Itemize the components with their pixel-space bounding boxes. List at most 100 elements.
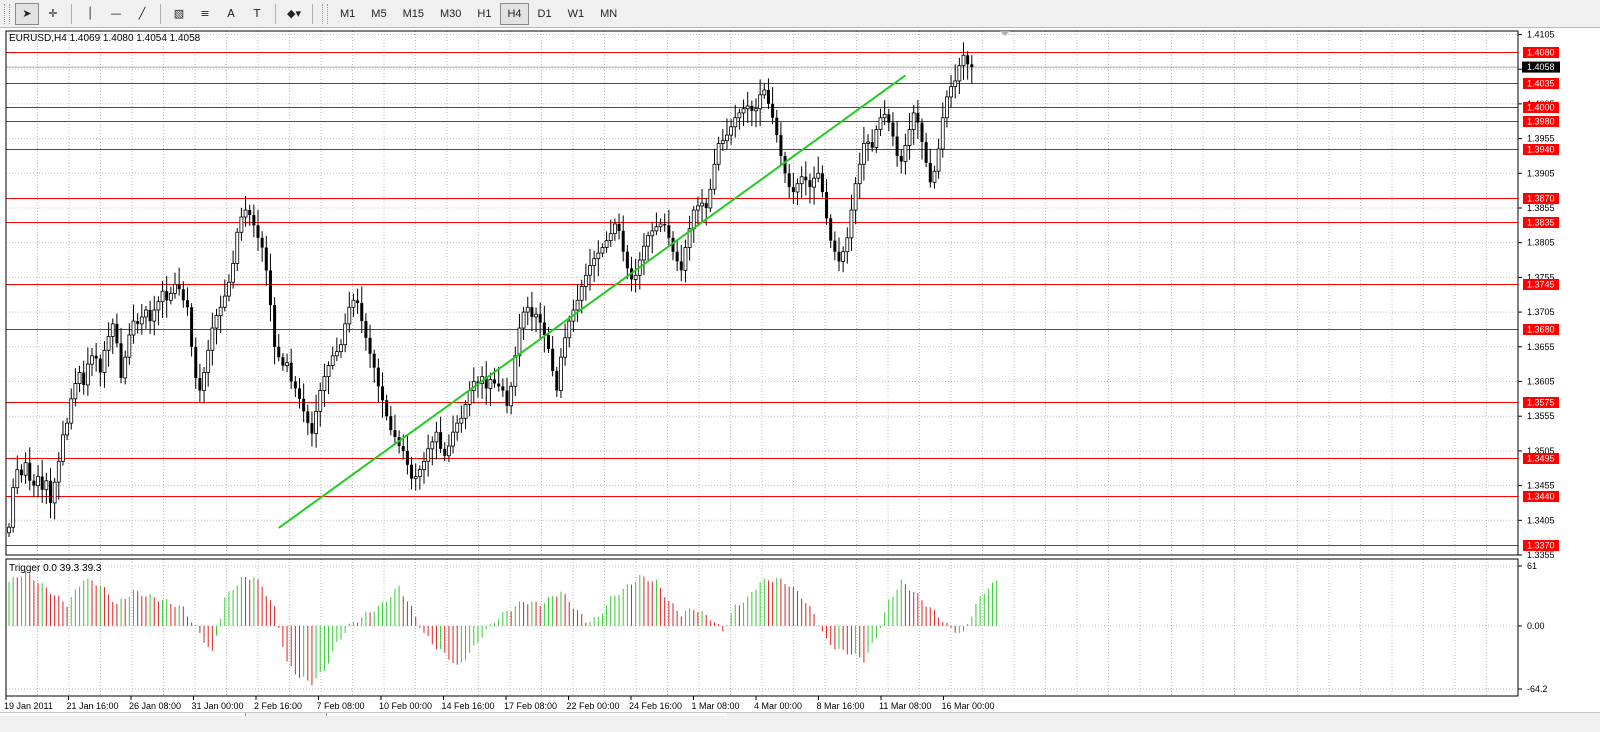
- timeframe-grip[interactable]: [322, 3, 328, 24]
- candle-body-down: [268, 270, 272, 306]
- time-tick-label: 16 Mar 00:00: [942, 701, 995, 711]
- candle-body-down: [966, 55, 970, 65]
- candle-body-up: [849, 209, 854, 239]
- candle-body-down: [791, 187, 795, 193]
- candle-body-up: [69, 398, 74, 424]
- price-tick-label: 1.3755: [1527, 272, 1555, 282]
- candle-body-down: [617, 223, 621, 231]
- candle-body-up: [642, 245, 646, 261]
- candle-body-down: [804, 176, 808, 181]
- timeframe-mn-button[interactable]: MN: [600, 7, 618, 20]
- level-tag-label: 1.3745: [1527, 280, 1555, 290]
- chart-tab[interactable]: [0, 713, 246, 716]
- text-label-icon[interactable]: T: [253, 7, 261, 20]
- candle-body-down: [302, 398, 306, 412]
- candle-body-down: [119, 343, 123, 379]
- timeframe-d1-button[interactable]: D1: [537, 7, 552, 20]
- time-tick-label: 4 Mar 00:00: [754, 701, 802, 711]
- candle-body-up: [882, 113, 887, 119]
- horizontal-line-icon[interactable]: —: [110, 7, 122, 20]
- candle-body-up: [434, 431, 439, 443]
- timeframe-m1-button[interactable]: M1: [340, 7, 356, 20]
- equidistant-channel-icon[interactable]: ▧: [173, 7, 185, 20]
- indicator-label: Trigger 0.0 39.3 39.3: [9, 563, 102, 574]
- candle-body-down: [360, 303, 364, 322]
- timeframe-h1-button[interactable]: H1: [477, 7, 492, 20]
- support-trendline[interactable]: [278, 74, 906, 529]
- toolbar-separator: [71, 3, 72, 24]
- fibonacci-icon[interactable]: ≡: [200, 7, 210, 20]
- candle-body-up: [139, 316, 144, 325]
- candle-body-up: [961, 54, 966, 67]
- candle-body-up: [231, 263, 236, 283]
- candle-body-up: [957, 65, 962, 82]
- candle-body-up: [588, 265, 592, 276]
- toolbar-grip[interactable]: [4, 3, 10, 24]
- candle-body-up: [600, 247, 605, 254]
- shapes-icon[interactable]: ◆▾: [287, 7, 301, 20]
- candle-body-down: [899, 155, 903, 162]
- candle-body-down: [484, 376, 488, 389]
- drawing-tools: ➤ ✛ │ — ╱ ▧ ≡ A T ◆▾: [14, 2, 307, 25]
- level-tag-box: [1523, 279, 1559, 290]
- candle-body-up: [463, 403, 468, 419]
- current-price-tag: 1.4058: [1522, 61, 1560, 73]
- text-icon[interactable]: A: [227, 7, 235, 20]
- candle-body-down: [970, 64, 974, 68]
- chart-tab[interactable]: [326, 713, 727, 716]
- candle-body-down: [28, 462, 32, 481]
- vertical-line-icon[interactable]: │: [86, 7, 94, 20]
- crosshair-icon[interactable]: ✛: [48, 7, 58, 20]
- price-tick-label: 1.3655: [1527, 342, 1555, 352]
- candle-body-up: [579, 286, 584, 301]
- time-tick-label: 7 Feb 08:00: [317, 701, 365, 711]
- current-price-value: 1.4058: [1527, 62, 1555, 72]
- candle-body-down: [385, 400, 389, 417]
- candle-body-up: [700, 202, 704, 207]
- price-tick-label: 1.3705: [1527, 307, 1555, 317]
- candle-body-up: [758, 94, 763, 110]
- candle-body-down: [298, 388, 301, 399]
- level-tag-label: 1.3940: [1527, 145, 1555, 155]
- candle-body-up: [131, 320, 136, 336]
- candle-body-down: [364, 321, 368, 338]
- cursor-icon[interactable]: ➤: [15, 2, 39, 25]
- trendline-icon[interactable]: ╱: [138, 7, 146, 20]
- timeframe-m5-button[interactable]: M5: [371, 7, 387, 20]
- candle-body-down: [381, 386, 384, 401]
- indicator-tick-label: 0.00: [1527, 621, 1545, 631]
- candle-body-down: [32, 480, 36, 486]
- candle-body-up: [56, 460, 61, 483]
- candle-body-up: [330, 355, 335, 366]
- timeframe-m15-button[interactable]: M15: [402, 7, 424, 20]
- candle-body-up: [816, 172, 821, 179]
- candle-body-down: [775, 117, 779, 136]
- price-tick-label: 1.3905: [1527, 168, 1555, 178]
- candle-body-down: [766, 89, 770, 104]
- price-tick-label: 1.3805: [1527, 238, 1555, 248]
- candle-body-up: [691, 209, 696, 230]
- candle-body-up: [874, 129, 879, 148]
- candle-body-down: [783, 155, 787, 174]
- candle-body-down: [505, 390, 509, 406]
- timeframe-h4-button[interactable]: H4: [500, 2, 529, 25]
- level-tag-label: 1.3495: [1527, 454, 1555, 464]
- candle-body-up: [23, 462, 28, 476]
- candle-body-up: [77, 372, 82, 384]
- candle-body-down: [115, 323, 119, 344]
- candle-body-up: [123, 356, 128, 379]
- candle-body-up: [845, 237, 850, 253]
- candle-body-up: [687, 228, 692, 248]
- candle-body-up: [314, 410, 319, 434]
- price-tick-label: 1.3555: [1527, 411, 1555, 421]
- timeframe-w1-button[interactable]: W1: [567, 7, 585, 20]
- chart-tabs-strip: [0, 712, 1600, 732]
- timeframe-m30-button[interactable]: M30: [439, 7, 462, 20]
- level-tag-label: 1.3680: [1527, 325, 1555, 335]
- candle-body-down: [410, 464, 414, 479]
- candle-body-up: [878, 117, 883, 130]
- toolbar-separator: [275, 3, 276, 24]
- chart-shift-marker[interactable]: [1000, 31, 1010, 36]
- toolbar-separator: [312, 3, 313, 24]
- chart-area[interactable]: EURUSD,H4 1.4069 1.4080 1.4054 1.4058 Tr…: [0, 28, 1600, 712]
